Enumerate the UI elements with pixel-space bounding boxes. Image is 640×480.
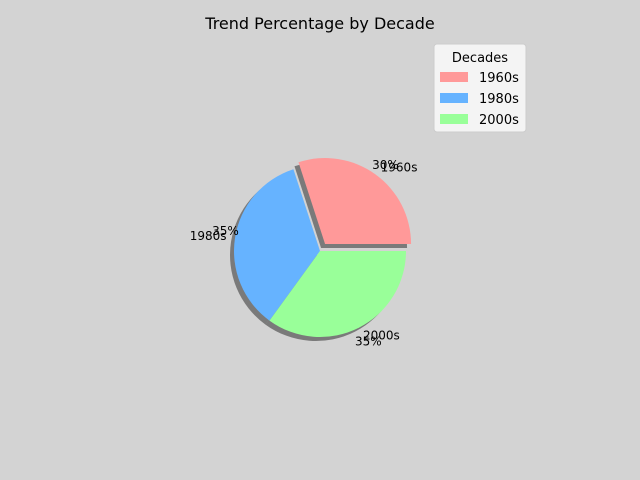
legend-frame — [433, 43, 527, 133]
legend-swatch-1960s — [440, 72, 468, 82]
pie-slice-2000s — [269, 251, 406, 337]
legend-label-2000s: 2000s — [479, 113, 519, 128]
legend-title: Decades — [452, 51, 508, 66]
slice-label-1960s: 1960s — [381, 161, 418, 175]
slice-label-2000s: 2000s — [363, 328, 400, 342]
slice-label-1980s: 1980s — [190, 229, 227, 243]
chart-title: Trend Percentage by Decade — [204, 14, 434, 33]
legend: Decades 1960s 1980s 2000s — [433, 43, 527, 133]
legend-label-1980s: 1980s — [479, 92, 519, 107]
legend-entries: 1960s 1980s 2000s — [440, 71, 519, 128]
slice-percent-1980s: 35% — [212, 224, 239, 238]
slice-percent-2000s: 35% — [355, 334, 382, 348]
legend-label-1960s: 1960s — [479, 71, 519, 86]
pie-slice-1980s — [233, 169, 320, 321]
legend-swatch-1980s — [440, 93, 468, 103]
slice-percent-1960s: 30% — [372, 158, 399, 172]
legend-swatch-2000s — [440, 114, 468, 124]
pie-slices — [233, 158, 412, 337]
pie-slice-1960s — [298, 158, 412, 245]
